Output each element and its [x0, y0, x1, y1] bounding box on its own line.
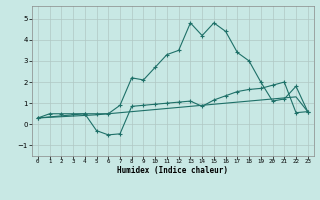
X-axis label: Humidex (Indice chaleur): Humidex (Indice chaleur): [117, 166, 228, 175]
